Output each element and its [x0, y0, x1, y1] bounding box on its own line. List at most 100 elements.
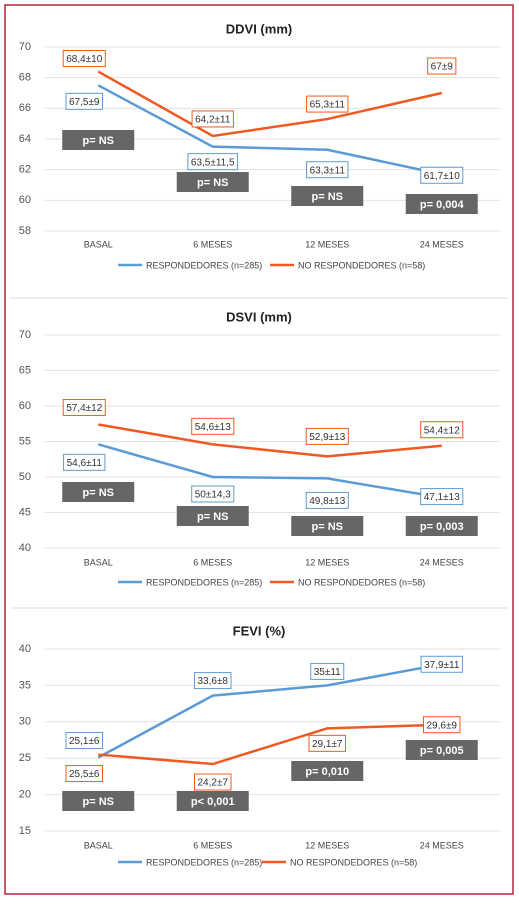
value-label: 25,1±6 [69, 736, 100, 747]
value-label-box [306, 95, 349, 113]
value-label-box [65, 765, 104, 783]
legend-label: RESPONDEDORES (n=285) [146, 857, 262, 867]
value-label: 67,5±9 [69, 97, 100, 108]
series-line [97, 84, 443, 176]
value-label-box [308, 734, 347, 752]
value-label: 63,5±11,5 [191, 157, 235, 168]
value-label: 33,6±8 [197, 676, 228, 687]
value-label: 37,9±11 [424, 660, 460, 671]
legend-label: NO RESPONDEDORES (n=58) [298, 260, 425, 270]
value-label: 67±9 [431, 62, 454, 73]
p-value-box [176, 172, 249, 192]
x-tick-label: 24 MESES [420, 840, 464, 850]
series-line [97, 70, 443, 138]
value-label-box [63, 453, 106, 471]
y-tick-label: 55 [19, 435, 31, 447]
p-value: p= NS [312, 191, 343, 203]
series-line [97, 663, 442, 759]
chart-title: FEVI (%) [233, 623, 286, 638]
value-label: 68,4±10 [66, 54, 103, 65]
x-tick-label: BASAL [84, 557, 113, 567]
value-label: 54,6±11 [67, 458, 103, 469]
p-value: p= NS [312, 521, 343, 533]
p-value: p< 0,001 [191, 796, 235, 808]
value-label-box [422, 716, 461, 734]
value-label: 49,8±13 [309, 496, 346, 507]
x-tick-label: 6 MESES [193, 840, 232, 850]
value-label: 57,4±12 [66, 403, 103, 414]
x-tick-label: 24 MESES [420, 557, 464, 567]
value-label: 54,4±12 [424, 425, 461, 436]
y-tick-label: 20 [19, 789, 31, 801]
x-tick-label: BASAL [84, 840, 113, 850]
x-tick-label: 6 MESES [193, 557, 232, 567]
p-value-box [62, 482, 135, 502]
y-tick-label: 64 [19, 133, 31, 145]
p-value: p= NS [83, 487, 114, 499]
value-label-box [306, 161, 349, 179]
p-value: p= NS [197, 511, 228, 523]
value-label-box [305, 491, 349, 509]
value-label: 65,3±11 [310, 100, 346, 111]
value-label-box [191, 417, 235, 435]
y-tick-label: 45 [19, 506, 31, 518]
p-value: p= NS [83, 796, 114, 808]
p-value-box [62, 130, 135, 150]
value-label: 63,3±11 [310, 165, 346, 176]
value-label-box [62, 50, 106, 68]
value-label-box [191, 485, 235, 503]
value-label: 35±11 [314, 667, 341, 678]
value-label: 24,2±7 [197, 778, 228, 789]
legend-label: NO RESPONDEDORES (n=58) [290, 857, 417, 867]
value-label: 25,5±6 [69, 769, 100, 780]
frame [4, 4, 514, 895]
series-line [98, 723, 442, 766]
x-tick-label: 12 MESES [305, 239, 349, 249]
value-label: 61,7±10 [424, 171, 461, 182]
p-value-box [405, 740, 478, 760]
y-tick-label: 40 [19, 542, 31, 554]
p-value: p= NS [83, 135, 114, 147]
p-value-box [176, 506, 249, 526]
x-tick-label: 6 MESES [193, 239, 232, 249]
p-value-box [405, 516, 478, 536]
legend-label: RESPONDEDORES (n=285) [146, 260, 262, 270]
value-label: 47,1±13 [424, 492, 461, 503]
y-tick-label: 58 [19, 225, 31, 237]
value-label-box [193, 773, 232, 791]
p-value: p= 0,005 [420, 745, 464, 757]
value-label-box [420, 166, 464, 184]
value-label: 29,1±7 [312, 739, 343, 750]
value-label: 64,2±11 [195, 115, 231, 126]
y-tick-label: 40 [19, 643, 31, 655]
y-tick-label: 15 [19, 825, 31, 837]
p-value-box [291, 186, 364, 206]
p-value: p= 0,003 [420, 521, 464, 533]
series-line [97, 443, 442, 499]
p-value: p= NS [197, 177, 228, 189]
y-tick-label: 60 [19, 400, 31, 412]
p-value-box [291, 761, 364, 781]
value-label: 52,9±13 [309, 432, 346, 443]
value-label-box [193, 672, 232, 690]
legend-label: NO RESPONDEDORES (n=58) [298, 577, 425, 587]
value-label-box [191, 110, 234, 128]
p-value-box [405, 194, 478, 214]
value-label-box [187, 153, 239, 171]
y-tick-label: 66 [19, 102, 31, 114]
value-label-box [310, 662, 345, 680]
value-label-box [420, 655, 463, 673]
value-label-box [420, 421, 464, 439]
y-tick-label: 70 [19, 329, 31, 341]
value-label-box [305, 427, 349, 445]
y-tick-label: 25 [19, 752, 31, 764]
p-value-box [291, 516, 364, 536]
p-value: p= 0,004 [420, 199, 465, 211]
x-tick-label: BASAL [84, 239, 113, 249]
value-label-box [420, 488, 464, 506]
chart-title: DDVI (mm) [226, 21, 292, 36]
p-value-box [176, 791, 249, 811]
y-tick-label: 65 [19, 364, 31, 376]
value-label-box [427, 57, 457, 75]
value-label: 54,6±13 [195, 422, 232, 433]
